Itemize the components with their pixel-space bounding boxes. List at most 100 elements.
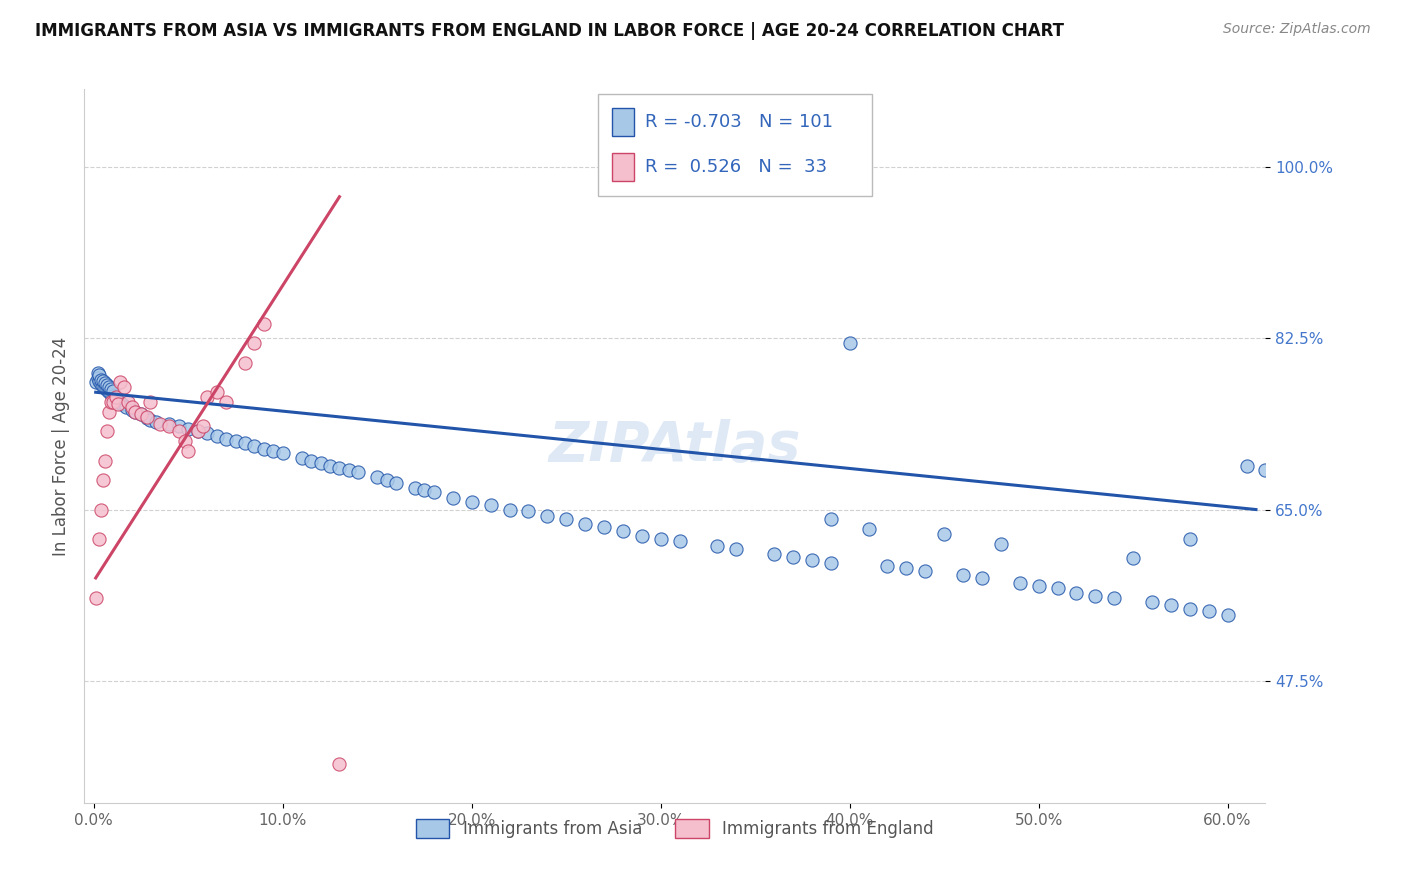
Point xyxy=(89,532,111,546)
Point xyxy=(253,442,276,456)
Point xyxy=(668,533,690,548)
Point xyxy=(115,400,138,414)
Point xyxy=(243,439,266,453)
Point xyxy=(1198,604,1220,618)
Point xyxy=(104,391,127,405)
Point xyxy=(167,425,190,439)
Point xyxy=(97,405,120,419)
Point xyxy=(112,380,135,394)
Legend: Immigrants from Asia, Immigrants from England: Immigrants from Asia, Immigrants from En… xyxy=(409,812,941,845)
Point xyxy=(328,461,350,475)
Point xyxy=(96,384,118,398)
Point xyxy=(193,419,215,434)
Text: Source: ZipAtlas.com: Source: ZipAtlas.com xyxy=(1223,22,1371,37)
Point xyxy=(970,571,993,585)
Point xyxy=(105,390,128,404)
Point xyxy=(990,537,1012,551)
Point xyxy=(94,381,117,395)
Point xyxy=(135,410,157,425)
Point xyxy=(1066,585,1088,599)
Point xyxy=(820,512,842,526)
Point xyxy=(97,385,120,400)
Text: IMMIGRANTS FROM ASIA VS IMMIGRANTS FROM ENGLAND IN LABOR FORCE | AGE 20-24 CORRE: IMMIGRANTS FROM ASIA VS IMMIGRANTS FROM … xyxy=(35,22,1064,40)
Point xyxy=(706,539,728,553)
Point xyxy=(914,564,936,578)
Point xyxy=(1178,532,1201,546)
Text: R = -0.703   N = 101: R = -0.703 N = 101 xyxy=(645,113,834,131)
Point xyxy=(225,434,247,449)
Point xyxy=(375,473,398,487)
Point xyxy=(195,390,218,404)
Point xyxy=(145,415,167,429)
Point xyxy=(1160,599,1182,613)
Point xyxy=(800,553,823,567)
Point xyxy=(1140,595,1163,609)
Point xyxy=(574,517,596,532)
Point xyxy=(94,453,117,467)
Point xyxy=(91,379,114,393)
Point xyxy=(1178,602,1201,616)
Point xyxy=(173,434,195,449)
Point xyxy=(858,522,880,536)
Point xyxy=(90,377,112,392)
Point xyxy=(896,561,918,575)
Text: ZIPAtlas: ZIPAtlas xyxy=(548,419,801,473)
Point xyxy=(121,402,143,417)
Point xyxy=(934,527,956,541)
Point xyxy=(124,405,146,419)
Point xyxy=(593,520,616,534)
Point xyxy=(838,336,860,351)
Point xyxy=(215,395,238,409)
Point xyxy=(262,443,284,458)
Point xyxy=(86,370,108,384)
Point xyxy=(187,425,209,439)
Point xyxy=(107,395,129,409)
Point xyxy=(328,756,350,771)
Point xyxy=(124,405,146,419)
Point xyxy=(479,498,502,512)
Point xyxy=(319,458,342,473)
Point xyxy=(117,395,139,409)
Point xyxy=(498,502,520,516)
Point xyxy=(404,481,426,495)
Point xyxy=(233,356,256,370)
Point xyxy=(630,529,652,543)
Point xyxy=(139,395,162,409)
Point xyxy=(89,374,111,388)
Point xyxy=(215,432,238,446)
Point xyxy=(555,512,578,526)
Point xyxy=(243,336,266,351)
Point xyxy=(111,397,134,411)
Point xyxy=(347,466,370,480)
Point xyxy=(725,541,748,556)
Point xyxy=(90,372,112,386)
Point xyxy=(612,524,634,538)
Point xyxy=(157,419,180,434)
Point xyxy=(271,446,294,460)
Point xyxy=(205,385,228,400)
Point xyxy=(309,456,332,470)
Point xyxy=(167,419,190,434)
Point xyxy=(110,376,132,390)
Point xyxy=(1102,591,1125,605)
Point xyxy=(1122,551,1144,566)
Point xyxy=(149,417,172,431)
Point xyxy=(441,491,464,505)
Point xyxy=(1236,458,1258,473)
Point xyxy=(129,407,152,421)
Point xyxy=(97,380,120,394)
Point xyxy=(187,425,209,439)
Point xyxy=(100,382,122,396)
Point xyxy=(233,436,256,450)
Point xyxy=(96,425,118,439)
Point xyxy=(291,450,314,465)
Point xyxy=(366,470,388,484)
Point xyxy=(90,502,112,516)
Point xyxy=(139,412,162,426)
Text: R =  0.526   N =  33: R = 0.526 N = 33 xyxy=(645,158,828,176)
Point xyxy=(876,559,898,574)
Point xyxy=(1008,575,1031,590)
Point xyxy=(177,422,200,436)
Point xyxy=(101,389,124,403)
Point xyxy=(337,463,360,477)
